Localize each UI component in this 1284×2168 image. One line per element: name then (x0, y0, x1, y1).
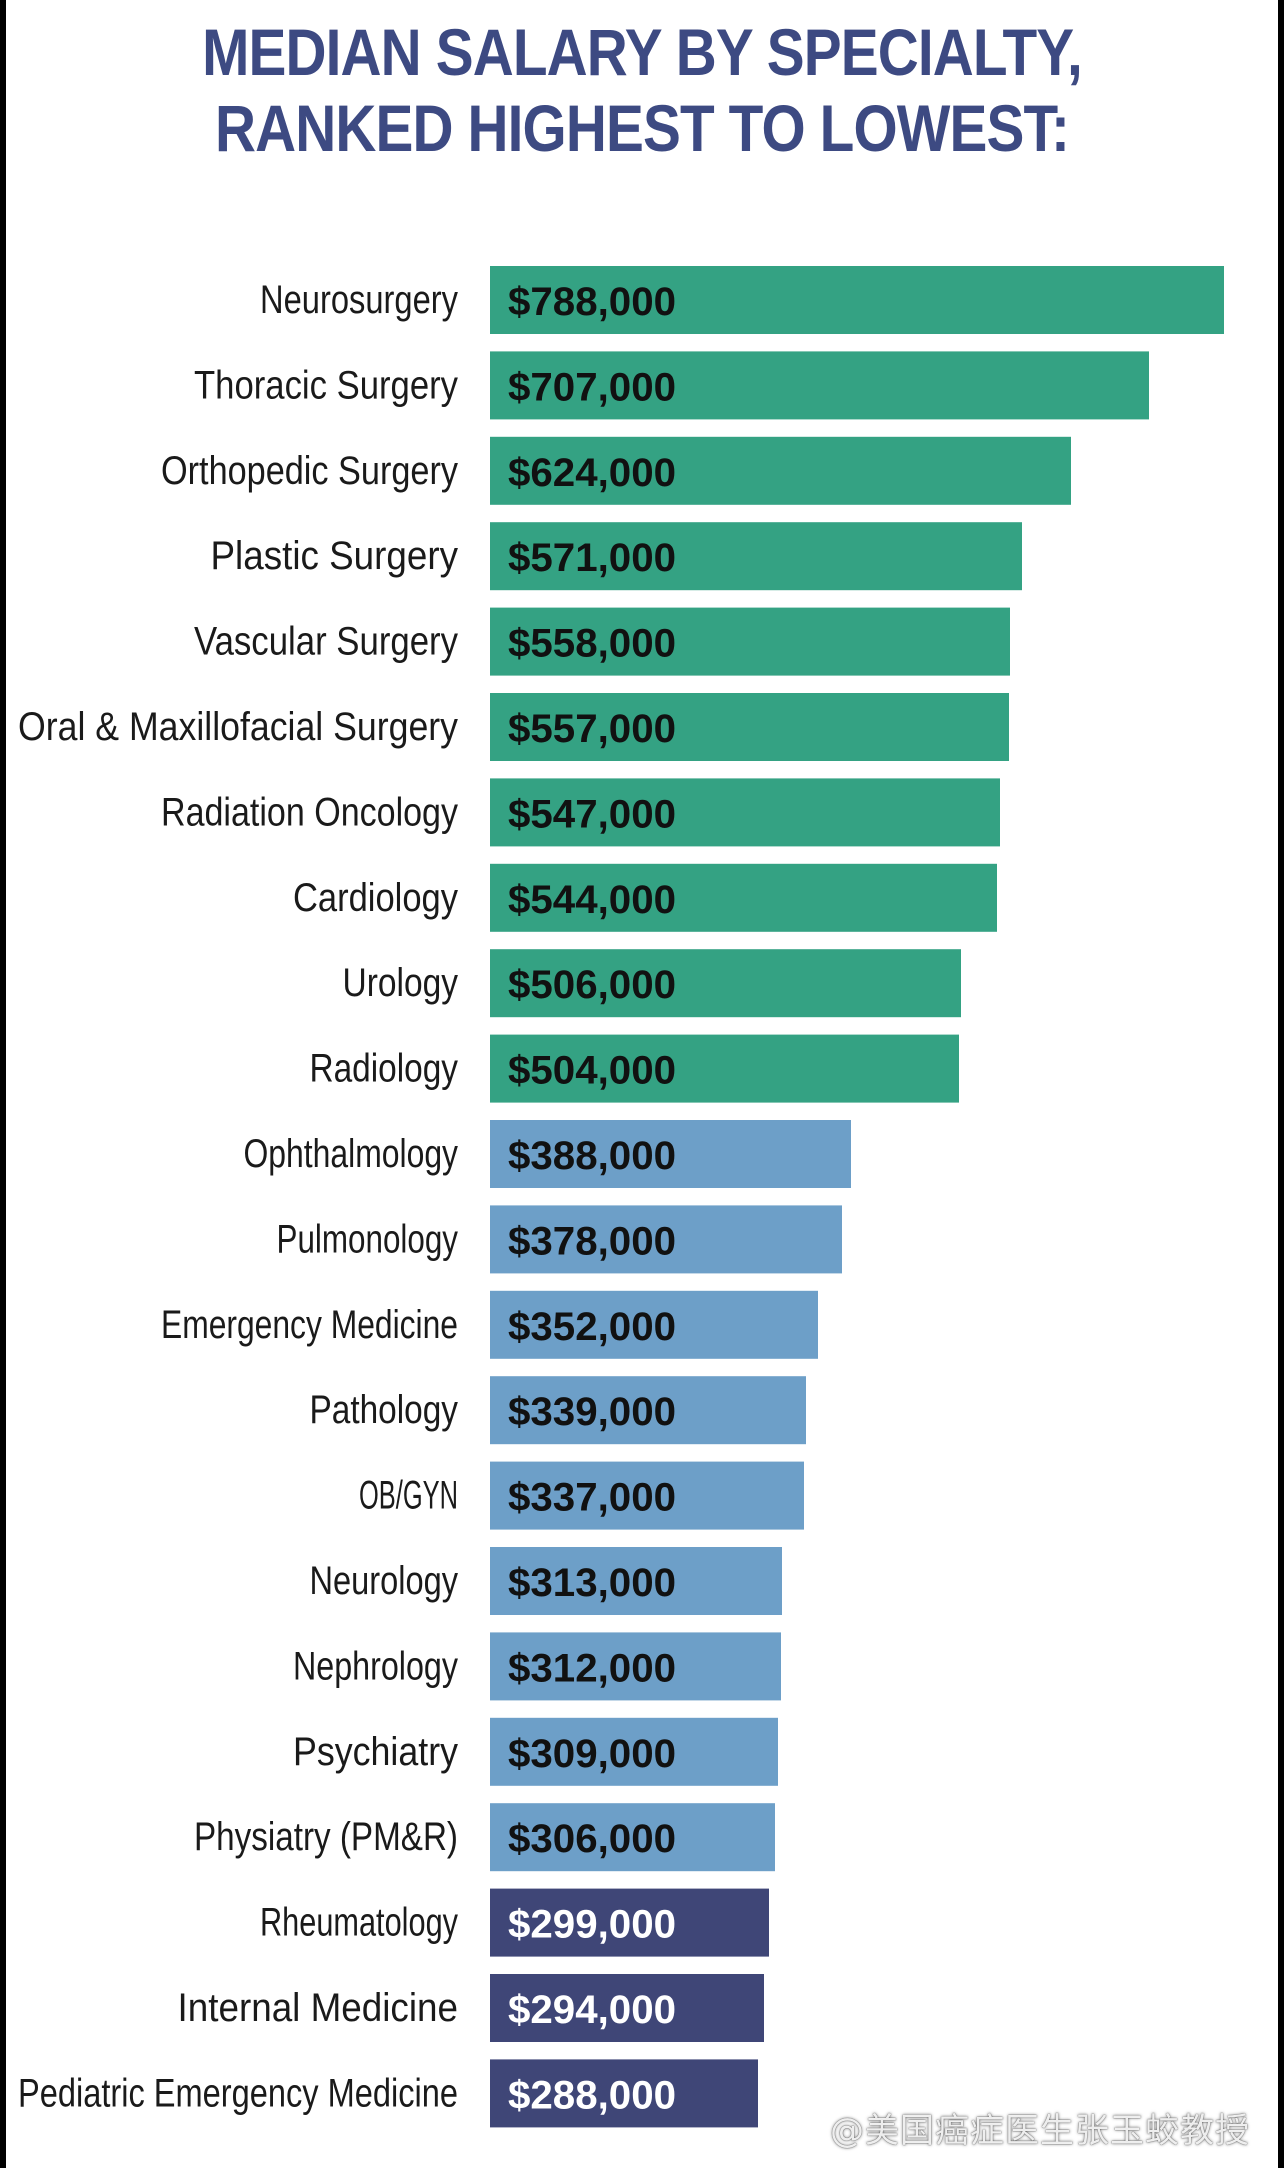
bar-row-cardiology: Cardiology $544,000 (293, 863, 997, 932)
bar-radiation-oncology (490, 778, 1000, 847)
category-label-internal-medicine: Internal Medicine (178, 1986, 459, 2030)
value-label-nephrology: $312,000 (508, 1646, 676, 1690)
category-label-pulmonology: Pulmonology (277, 1217, 459, 1261)
bar-row-neurosurgery: Neurosurgery $788,000 (260, 266, 1224, 334)
bar-urology (490, 949, 961, 1018)
value-label-neurology: $313,000 (508, 1561, 676, 1605)
bar-emergency-medicine (490, 1290, 818, 1359)
bar-row-ob-gyn: OB/GYN $337,000 (359, 1461, 804, 1530)
bar-row-physiatry-pmandr: Physiatry (PM&R) $306,000 (194, 1803, 775, 1872)
chart-title-line-2: RANKED HIGHEST TO LOWEST: (214, 91, 1070, 165)
bar-row-neurology: Neurology $313,000 (310, 1547, 782, 1615)
chart-title: MEDIAN SALARY BY SPECIALTY, RANKED HIGHE… (95, 14, 1189, 166)
bar-orthopedic-surgery (490, 436, 1071, 505)
bar-plastic-surgery (490, 522, 1022, 591)
value-label-radiation-oncology: $547,000 (508, 792, 676, 836)
bar-cardiology (490, 863, 997, 932)
category-label-urology: Urology (343, 961, 459, 1005)
category-label-ob-gyn: OB/GYN (359, 1474, 458, 1518)
value-label-radiology: $504,000 (508, 1049, 676, 1093)
category-label-rheumatology: Rheumatology (260, 1901, 458, 1945)
value-label-urology: $506,000 (508, 963, 676, 1007)
category-label-thoracic-surgery: Thoracic Surgery (194, 363, 458, 407)
value-label-ophthalmology: $388,000 (508, 1134, 676, 1178)
bar-pulmonology (490, 1205, 842, 1274)
bar-row-radiation-oncology: Radiation Oncology $547,000 (161, 778, 1000, 847)
bar-row-plastic-surgery: Plastic Surgery $571,000 (211, 522, 1022, 591)
bar-row-pulmonology: Pulmonology $378,000 (277, 1205, 842, 1274)
bar-row-rheumatology: Rheumatology $299,000 (260, 1888, 769, 1957)
bar-row-internal-medicine: Internal Medicine $294,000 (178, 1974, 764, 2042)
bar-thoracic-surgery (490, 351, 1149, 420)
bar-pediatric-emergency-medicine (490, 2059, 758, 2128)
bar-row-orthopedic-surgery: Orthopedic Surgery $624,000 (161, 436, 1071, 505)
bar-neurosurgery (490, 266, 1224, 334)
value-label-pediatric-emergency-medicine: $288,000 (508, 2073, 676, 2117)
bar-psychiatry (490, 1717, 778, 1786)
bar-ophthalmology (490, 1120, 851, 1188)
value-label-pathology: $339,000 (508, 1390, 676, 1434)
bar-row-pediatric-emergency-medicine: Pediatric Emergency Medicine $288,000 (18, 2059, 758, 2128)
bar-row-pathology: Pathology $339,000 (310, 1376, 806, 1445)
category-label-neurosurgery: Neurosurgery (260, 278, 458, 322)
category-label-radiation-oncology: Radiation Oncology (161, 790, 458, 834)
category-label-pathology: Pathology (310, 1388, 459, 1432)
value-label-cardiology: $544,000 (508, 878, 676, 922)
salary-bar-chart: Neurosurgery $788,000 Thoracic Surgery $707… (18, 266, 1224, 2128)
bar-rheumatology (490, 1888, 769, 1957)
bar-internal-medicine (490, 1974, 764, 2042)
category-label-psychiatry: Psychiatry (293, 1730, 458, 1774)
value-label-psychiatry: $309,000 (508, 1732, 676, 1776)
category-label-vascular-surgery: Vascular Surgery (194, 620, 458, 664)
value-label-ob-gyn: $337,000 (508, 1476, 676, 1520)
value-label-vascular-surgery: $558,000 (508, 622, 676, 666)
bar-row-vascular-surgery: Vascular Surgery $558,000 (194, 607, 1010, 676)
chart-panel: MEDIAN SALARY BY SPECIALTY, RANKED HIGHE… (6, 0, 1278, 2168)
bar-row-nephrology: Nephrology $312,000 (293, 1632, 781, 1701)
bar-neurology (490, 1547, 782, 1615)
bar-row-urology: Urology $506,000 (343, 949, 961, 1018)
value-label-oral-and-maxillofacial-surgery: $557,000 (508, 707, 676, 751)
bar-vascular-surgery (490, 607, 1010, 676)
category-label-ophthalmology: Ophthalmology (244, 1132, 459, 1176)
bar-oral-and-maxillofacial-surgery (490, 693, 1009, 761)
value-label-neurosurgery: $788,000 (508, 280, 676, 324)
category-label-oral-and-maxillofacial-surgery: Oral & Maxillofacial Surgery (18, 705, 458, 749)
bar-row-ophthalmology: Ophthalmology $388,000 (244, 1120, 851, 1188)
bar-radiology (490, 1034, 959, 1103)
category-label-nephrology: Nephrology (293, 1644, 458, 1688)
weibo-watermark: @美国癌症医生张玉蛟教授 (830, 2111, 1250, 2151)
category-label-pediatric-emergency-medicine: Pediatric Emergency Medicine (18, 2071, 458, 2115)
value-label-physiatry-pmandr: $306,000 (508, 1817, 676, 1861)
category-label-orthopedic-surgery: Orthopedic Surgery (161, 449, 458, 493)
category-label-physiatry-pmandr: Physiatry (PM&R) (194, 1815, 458, 1859)
bar-row-thoracic-surgery: Thoracic Surgery $707,000 (194, 351, 1149, 420)
bar-ob-gyn (490, 1461, 804, 1530)
category-label-radiology: Radiology (310, 1047, 459, 1091)
bar-row-psychiatry: Psychiatry $309,000 (293, 1717, 778, 1786)
bar-nephrology (490, 1632, 781, 1701)
category-label-cardiology: Cardiology (293, 876, 458, 920)
value-label-orthopedic-surgery: $624,000 (508, 451, 676, 495)
value-label-plastic-surgery: $571,000 (508, 536, 676, 580)
bar-physiatry-pmandr (490, 1803, 775, 1872)
bar-row-emergency-medicine: Emergency Medicine $352,000 (161, 1290, 818, 1359)
value-label-pulmonology: $378,000 (508, 1219, 676, 1263)
bar-row-oral-and-maxillofacial-surgery: Oral & Maxillofacial Surgery $557,000 (18, 693, 1009, 761)
category-label-plastic-surgery: Plastic Surgery (211, 534, 459, 578)
value-label-thoracic-surgery: $707,000 (508, 365, 676, 409)
value-label-emergency-medicine: $352,000 (508, 1305, 676, 1349)
value-label-internal-medicine: $294,000 (508, 1988, 676, 2032)
chart-title-line-1: MEDIAN SALARY BY SPECIALTY, (202, 15, 1083, 89)
bar-row-radiology: Radiology $504,000 (310, 1034, 959, 1103)
value-label-rheumatology: $299,000 (508, 1903, 676, 1947)
category-label-neurology: Neurology (310, 1559, 459, 1603)
bar-pathology (490, 1376, 806, 1445)
category-label-emergency-medicine: Emergency Medicine (161, 1303, 458, 1347)
